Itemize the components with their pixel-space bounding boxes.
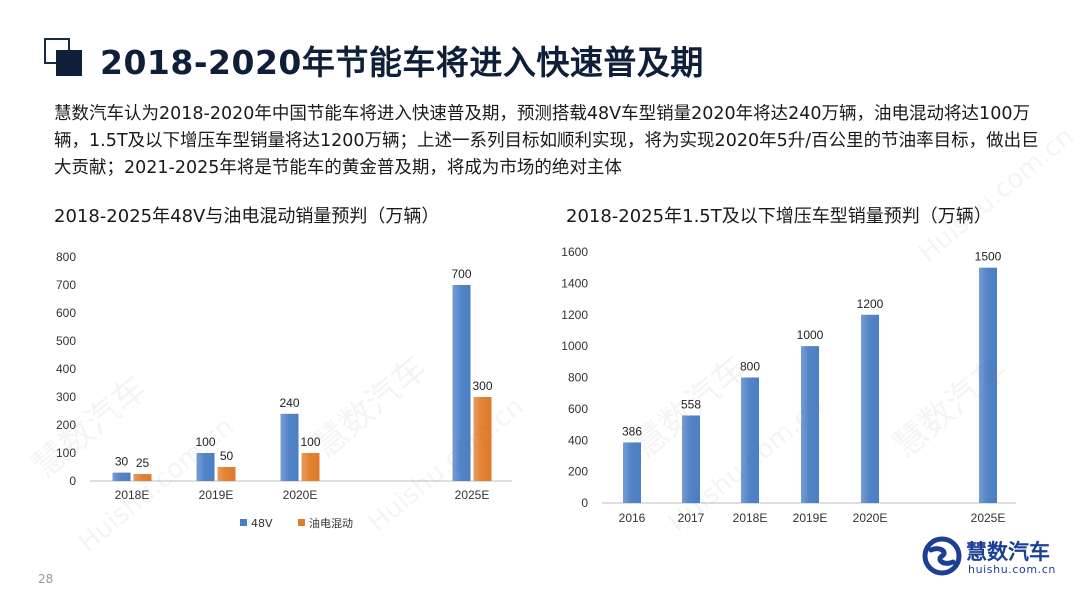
data-label: 100 [195, 435, 215, 449]
intro-paragraph: 慧数汽车认为2018-2020年中国节能车将进入快速普及期，预测搭载48V车型销… [54, 104, 1039, 178]
data-label: 558 [681, 397, 701, 411]
data-label: 300 [472, 379, 492, 393]
y-tick-label: 100 [56, 446, 76, 460]
bar-油电混动-2025E [473, 397, 492, 481]
data-label: 100 [300, 435, 320, 449]
x-tick-label: 2018E [115, 488, 150, 502]
y-tick-label: 1000 [561, 339, 588, 353]
y-tick-label: 400 [56, 362, 76, 376]
y-tick-label: 200 [568, 465, 588, 479]
y-tick-label: 0 [69, 474, 76, 488]
data-label: 700 [451, 267, 471, 281]
y-tick-label: 700 [56, 278, 76, 292]
x-tick-label: 2018E [733, 511, 768, 525]
left-chart-title: 2018-2025年48V与油电混动销量预判（万辆） [54, 206, 440, 227]
data-label: 386 [622, 424, 642, 438]
data-label: 30 [115, 455, 129, 469]
legend-label: 48V [251, 517, 273, 530]
y-tick-label: 1600 [561, 245, 588, 259]
bar-油电混动-2020E [301, 453, 320, 481]
y-tick-label: 500 [56, 334, 76, 348]
x-tick-label: 2020E [853, 511, 888, 525]
y-tick-label: 600 [568, 402, 588, 416]
y-tick-label: 1400 [561, 276, 588, 290]
y-tick-label: 1200 [561, 308, 588, 322]
page-number: 28 [38, 572, 54, 586]
x-tick-label: 2025E [971, 511, 1006, 525]
x-tick-label: 2017 [678, 511, 705, 525]
bar-value-2016 [623, 442, 641, 503]
page-title: 2018-2020年节能车将进入快速普及期 [100, 43, 704, 82]
right-chart-title: 2018-2025年1.5T及以下增压车型销量预判（万辆） [566, 206, 992, 227]
bar-value-2017 [682, 415, 700, 503]
y-tick-label: 800 [568, 371, 588, 385]
bar-value-2020E [861, 314, 879, 503]
x-tick-label: 2019E [793, 511, 828, 525]
left-bar-chart: 0 100 200 300 400 500 600 700 800 30 25 2018E 100 50 2… [56, 250, 512, 530]
title-decoration-icon [44, 38, 82, 76]
data-label: 50 [220, 449, 234, 463]
x-tick-label: 2020E [283, 488, 318, 502]
legend-label: 油电混动 [309, 516, 353, 530]
huishu-logo-icon [922, 536, 962, 576]
data-label: 1000 [797, 328, 824, 342]
data-label: 240 [279, 396, 299, 410]
bar-油电混动-2019E [217, 467, 236, 481]
brand-logo: 慧数汽车 huishu.com.cn [922, 534, 1072, 580]
data-label: 1200 [857, 297, 884, 311]
data-label: 25 [136, 456, 150, 470]
x-tick-label: 2016 [619, 511, 646, 525]
x-tick-label: 2025E [455, 488, 490, 502]
logo-url: huishu.com.cn [968, 563, 1056, 576]
data-label: 1500 [975, 250, 1002, 264]
x-tick-label: 2019E [199, 488, 234, 502]
y-tick-label: 200 [56, 418, 76, 432]
legend-swatch [240, 519, 247, 526]
bar-value-2019E [801, 346, 819, 503]
bar-48V-2019E [196, 453, 215, 481]
bar-48V-2025E [452, 285, 471, 481]
bar-value-2018E [741, 377, 759, 503]
bar-value-2025E [979, 267, 997, 503]
y-tick-label: 600 [56, 306, 76, 320]
legend-swatch [298, 519, 305, 526]
data-label: 800 [740, 360, 760, 374]
y-tick-label: 400 [568, 433, 588, 447]
y-tick-label: 300 [56, 390, 76, 404]
bar-油电混动-2018E [133, 474, 152, 481]
y-tick-label: 800 [56, 250, 76, 264]
logo-name: 慧数汽车 [966, 540, 1050, 564]
bar-48V-2020E [280, 413, 299, 481]
right-bar-chart: 0 200 400 600 800 1000 1200 1400 1600 386 2016 558 2… [561, 245, 1016, 525]
bar-48V-2018E [112, 472, 131, 481]
y-tick-label: 0 [581, 496, 588, 510]
